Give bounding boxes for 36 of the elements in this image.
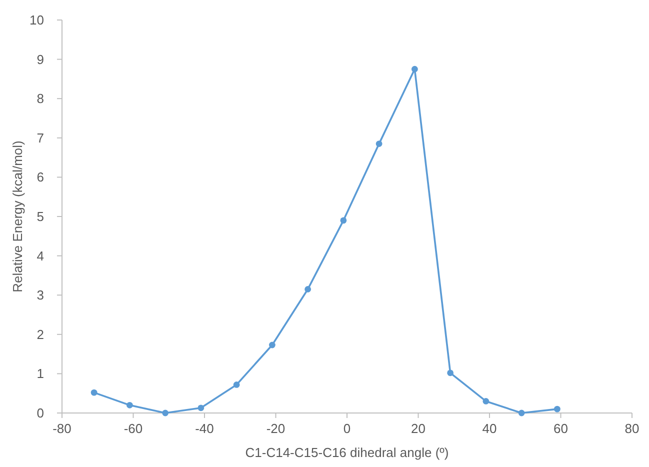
point (268, 342, 276, 348)
y-tick-label: 8 (36, 91, 44, 106)
x-tick-label: -40 (195, 421, 214, 436)
x-axis-title: C1-C14-C15-C16 dihedral angle (º) (245, 445, 449, 460)
y-tick-label: 2 (36, 326, 44, 342)
y-tick-label: 3 (36, 288, 44, 303)
point (482, 398, 490, 404)
point (233, 382, 240, 388)
x-tick-label: -80 (52, 421, 72, 436)
x-tick-label: 60 (554, 421, 568, 436)
x-tick-label: -60 (124, 421, 143, 436)
y-tick-label: 10 (30, 12, 44, 28)
point (162, 410, 169, 416)
x-tick-label: -20 (266, 421, 286, 436)
y-tick-label: 4 (36, 248, 44, 264)
point (518, 410, 525, 416)
point (554, 406, 560, 412)
x-tick-label: 20 (411, 421, 426, 436)
point (376, 140, 382, 147)
y-tick-label: 6 (36, 170, 44, 185)
x-tick-label: 40 (482, 421, 497, 436)
point (447, 370, 454, 376)
y-tick-label: 7 (36, 130, 44, 146)
point (198, 404, 204, 412)
point (90, 389, 98, 396)
y-tick-label: 1 (36, 366, 44, 382)
x-tick-label: 80 (624, 421, 640, 436)
y-tick-label: 0 (36, 406, 44, 420)
y-axis-title: Relative Energy (kcal/mol) (10, 140, 25, 292)
point (304, 286, 312, 292)
y-tick-label: 5 (36, 209, 44, 224)
point (340, 217, 347, 224)
point (411, 66, 418, 72)
point (126, 402, 133, 408)
x-tick-label: 0 (343, 421, 351, 436)
y-tick-label: 9 (36, 52, 44, 67)
